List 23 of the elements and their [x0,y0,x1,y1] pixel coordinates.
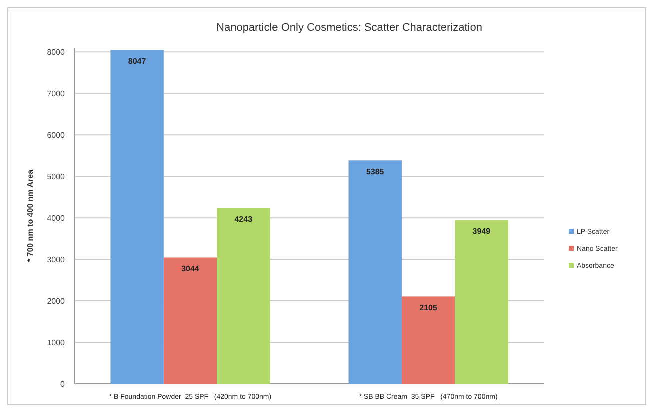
bar [164,258,218,384]
data-label: 3949 [472,227,492,236]
y-tick-label: 7000 [47,90,66,99]
data-label: 4243 [234,214,254,224]
y-tick-label: 5000 [47,172,66,182]
bar [217,208,270,384]
data-label: 8047 [128,57,147,66]
bar [110,50,164,384]
data-label: 3044 [182,264,200,274]
y-tick-label: 0 [60,380,66,389]
data-label: 2105 [420,304,438,313]
data-label: 5385 [366,168,385,177]
bar [455,220,508,384]
y-tick-label: 4000 [47,214,66,224]
y-tick-label: 8000 [47,48,66,58]
bar [348,160,402,384]
y-tick-label: 3000 [47,256,66,265]
y-tick-label: 1000 [47,338,66,348]
y-tick-label: 2000 [47,297,66,306]
y-axis-title: * 700 nm to 400 nm Area [26,169,35,262]
y-tick-label: 6000 [47,131,66,140]
bar [402,296,456,384]
chart-title: Nanoparticle Only Cosmetics: Scatter Characterization [216,22,482,34]
